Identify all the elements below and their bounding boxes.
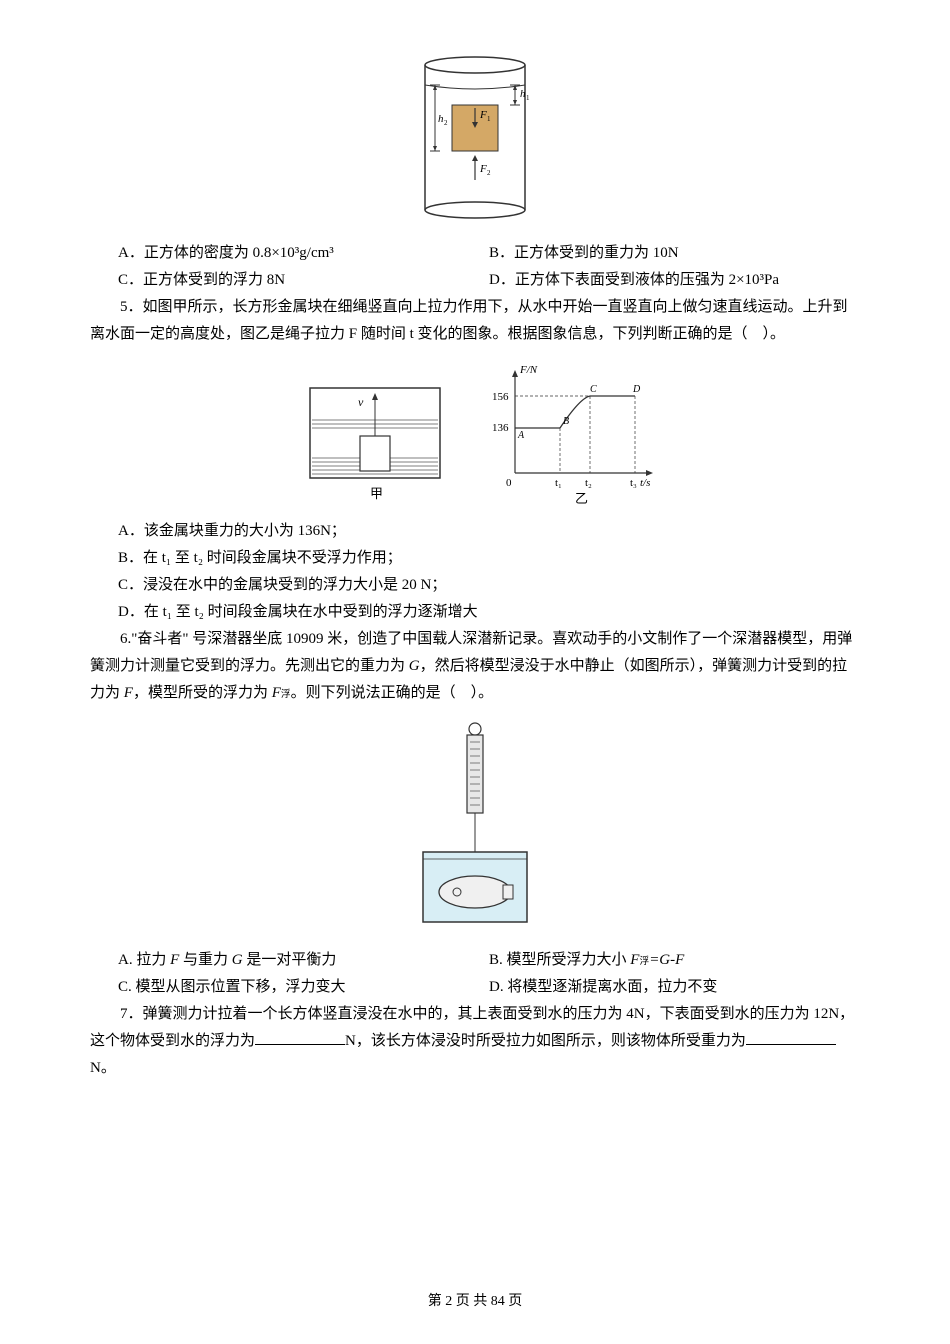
- svg-text:t₁: t₁: [555, 477, 562, 489]
- page-number: 第 2 页 共 84 页: [428, 1294, 523, 1309]
- q5-opt-c: C．浸没在水中的金属块受到的浮力大小是 20 N；: [118, 572, 860, 599]
- q7-blank2: [746, 1030, 836, 1045]
- q4-figure: F 1 F 2 h 1 h 2: [90, 50, 860, 230]
- q6-F: F: [124, 685, 133, 701]
- svg-text:乙: 乙: [575, 491, 588, 506]
- q6-options: A. 拉力 F 与重力 G 是一对平衡力 B. 模型所受浮力大小 F浮=G-F …: [90, 947, 860, 1001]
- q5-opt-b: B．在 t₁ 至 t₂ 时间段金属块不受浮力作用；: [118, 545, 860, 572]
- q4-options: A．正方体的密度为 0.8×10³g/cm³ B．正方体受到的重力为 10N C…: [90, 240, 860, 294]
- q5-options: A．该金属块重力的大小为 136N； B．在 t₁ 至 t₂ 时间段金属块不受浮…: [90, 518, 860, 626]
- svg-text:2: 2: [444, 119, 448, 127]
- svg-text:1: 1: [526, 94, 530, 102]
- q6-opt-d: D. 将模型逐渐提离水面，拉力不变: [489, 974, 860, 1001]
- q6-G: G: [409, 658, 420, 674]
- q6-text: 6."奋斗者" 号深潜器坐底 10909 米，创造了中国载人深潜新记录。喜欢动手…: [90, 626, 860, 707]
- q7-p2: N，该长方体浸没时所受拉力如图所示，则该物体所受重力为: [345, 1033, 746, 1049]
- q4-opt-a: A．正方体的密度为 0.8×10³g/cm³: [118, 240, 489, 267]
- q7-p3: N。: [90, 1060, 116, 1076]
- q6-figure: [90, 717, 860, 937]
- svg-text:F: F: [479, 163, 487, 175]
- svg-text:136: 136: [492, 422, 509, 434]
- svg-text:F/N: F/N: [519, 364, 538, 376]
- q7-blank1: [255, 1030, 345, 1045]
- svg-text:t/s: t/s: [640, 477, 650, 489]
- q7-text: 7．弹簧测力计拉着一个长方体竖直浸没在水中的，其上表面受到水的压力为 4N，下表…: [90, 1001, 860, 1082]
- svg-text:t₂: t₂: [585, 477, 592, 489]
- page-footer: 第 2 页 共 84 页: [0, 1289, 950, 1314]
- q6-p3: ，模型所受的浮力为: [133, 685, 272, 701]
- svg-text:甲: 甲: [370, 486, 383, 501]
- q6-opt-a: A. 拉力 F 与重力 G 是一对平衡力: [118, 947, 489, 974]
- q5-text: 5．如图甲所示，长方形金属块在细绳竖直向上拉力作用下，从水中开始一直竖直向上做匀…: [90, 294, 860, 348]
- q6-fu: 浮: [281, 689, 291, 700]
- svg-text:C: C: [590, 384, 597, 395]
- svg-text:t₃: t₃: [630, 477, 637, 489]
- q4-opt-b: B．正方体受到的重力为 10N: [489, 240, 860, 267]
- svg-text:v: v: [358, 395, 364, 409]
- q4-opt-d: D．正方体下表面受到液体的压强为 2×10³Pa: [489, 267, 860, 294]
- q6-p4: 。则下列说法正确的是（ ）。: [291, 685, 494, 701]
- q6-Ffu: F: [272, 685, 281, 701]
- q5-figure: v 甲 F/N t/s 156 136 A B C D 0 t₁ t₂ t₃ 乙: [90, 358, 860, 508]
- q5-opt-a: A．该金属块重力的大小为 136N；: [118, 518, 860, 545]
- q6-opt-b: B. 模型所受浮力大小 F浮=G-F: [489, 947, 860, 974]
- svg-text:0: 0: [506, 477, 512, 489]
- q6-opt-c: C. 模型从图示位置下移，浮力变大: [118, 974, 489, 1001]
- svg-text:F: F: [479, 109, 487, 121]
- svg-text:1: 1: [487, 115, 491, 123]
- svg-text:156: 156: [492, 391, 509, 403]
- q5-opt-d: D．在 t₁ 至 t₂ 时间段金属块在水中受到的浮力逐渐增大: [118, 599, 860, 626]
- svg-text:B: B: [563, 416, 569, 427]
- svg-text:A: A: [517, 430, 525, 441]
- svg-text:2: 2: [487, 169, 491, 177]
- q4-opt-c: C．正方体受到的浮力 8N: [118, 267, 489, 294]
- svg-text:D: D: [632, 384, 641, 395]
